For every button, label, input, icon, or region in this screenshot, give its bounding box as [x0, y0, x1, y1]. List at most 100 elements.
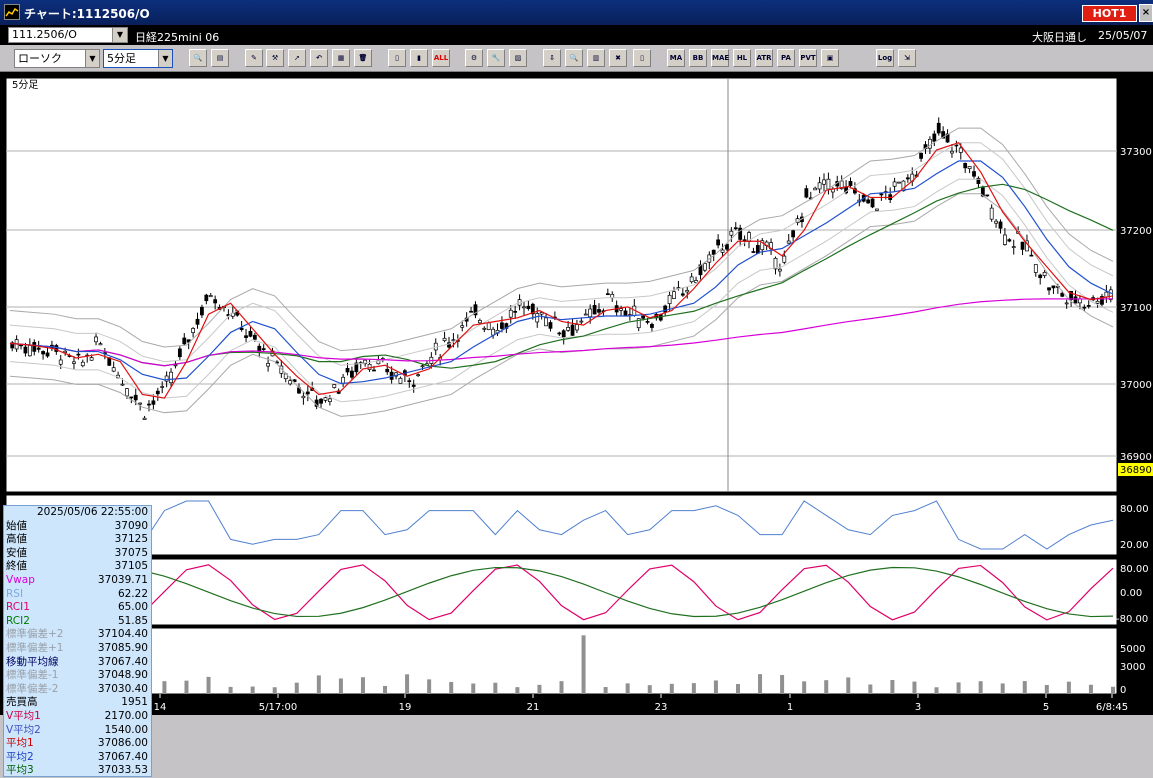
info-row: 平均2 37067.40: [4, 751, 151, 765]
candle-body: [332, 384, 337, 388]
x-tick-label: 3: [915, 702, 921, 713]
candle-body: [535, 313, 540, 323]
pa-button[interactable]: PA: [777, 49, 795, 67]
candle-body: [252, 334, 257, 340]
info-label: V平均1: [6, 709, 41, 722]
volume-bar: [427, 679, 432, 694]
info-value: 1951: [121, 696, 148, 709]
export-icon[interactable]: ⇲: [898, 49, 916, 67]
candle-body: [208, 295, 213, 298]
chart-area[interactable]: 37300 37200 37100 37000 36900 36890 5分足 80.00 20…: [0, 72, 1153, 777]
interval-select[interactable]: 5分足 ▼: [103, 49, 173, 68]
market-label: 大阪日通し: [1032, 31, 1087, 44]
blank-icon[interactable]: ▯: [633, 49, 651, 67]
notes-icon[interactable]: ▦: [332, 49, 350, 67]
x-tick-label: 1: [787, 702, 793, 713]
candle-body: [1029, 254, 1034, 257]
candle-body: [155, 390, 160, 395]
candle-body: [597, 309, 601, 313]
info-row: 高値 37125: [4, 533, 151, 547]
candle-body: [261, 348, 266, 350]
hot-button[interactable]: HOT1: [1082, 5, 1137, 22]
candle-body: [663, 305, 668, 313]
candle-body: [305, 391, 310, 395]
candle2-icon[interactable]: ▮: [410, 49, 428, 67]
volume-bar: [449, 681, 454, 694]
pen-icon[interactable]: ✎: [245, 49, 263, 67]
candle-body: [782, 255, 787, 263]
symbol-dropdown-icon[interactable]: ▼: [112, 28, 127, 42]
candle-body: [94, 336, 98, 343]
palette-icon[interactable]: ▨: [509, 49, 527, 67]
candle-body: [972, 171, 976, 177]
info-row: 標準偏差+1 37085.90: [4, 642, 151, 656]
info-label: RSI: [6, 587, 24, 600]
tools-icon[interactable]: ⚒: [266, 49, 284, 67]
candle-body: [932, 133, 937, 142]
cursor-icon[interactable]: ➚: [288, 49, 306, 67]
candle-body: [200, 306, 204, 316]
info-label: 移動平均線: [6, 655, 59, 668]
candle-body: [257, 345, 262, 352]
undo-icon[interactable]: ↶: [310, 49, 328, 67]
settings-icon[interactable]: ⚙: [465, 49, 483, 67]
candle-body: [1073, 296, 1078, 304]
current-price-label: 36890: [1120, 465, 1152, 476]
window-icon[interactable]: ▤: [211, 49, 229, 67]
candle-body: [680, 293, 685, 296]
all-button[interactable]: ALL: [432, 49, 450, 67]
volume-bar: [537, 684, 542, 694]
atr-button[interactable]: ATR: [755, 49, 773, 67]
candle-body: [58, 359, 63, 365]
bb-button[interactable]: BB: [689, 49, 707, 67]
chart-svg[interactable]: 37300 37200 37100 37000 36900 36890 5分足 80.00 20…: [0, 72, 1153, 715]
info-label: RCI2: [6, 614, 30, 627]
candle-body: [645, 321, 650, 323]
box-icon[interactable]: ▣: [821, 49, 839, 67]
candle-body: [191, 328, 195, 333]
info-value: 62.22: [117, 587, 148, 600]
title-bar: チャート:1112506/O HOT1 ×: [0, 0, 1153, 25]
info-datetime-value: 2025/05/06 22:55:00: [36, 506, 148, 518]
chart-type-select[interactable]: ローソク ▼: [14, 49, 100, 68]
candle-body: [650, 323, 654, 328]
candle-body: [892, 181, 897, 187]
candle-icon[interactable]: ▯: [388, 49, 406, 67]
pvt-button[interactable]: PVT: [799, 49, 817, 67]
volume-bar: [868, 684, 873, 694]
candle-body: [919, 152, 923, 159]
candle-body: [151, 400, 156, 405]
bars-icon[interactable]: ▥: [587, 49, 605, 67]
mode-button[interactable]: MA: [667, 49, 685, 67]
hl-button[interactable]: HL: [733, 49, 751, 67]
mark-icon[interactable]: ✖: [609, 49, 627, 67]
candle-body: [385, 368, 390, 373]
info-value: 51.85: [117, 614, 148, 627]
rci-tick-label: 0.00: [1120, 588, 1142, 599]
log-button[interactable]: Log: [876, 49, 894, 67]
candle-body: [619, 308, 623, 311]
volume-bar: [184, 680, 189, 694]
info-value: 37030.40: [97, 682, 148, 695]
symbol-select[interactable]: 111.2506/O: [8, 27, 128, 43]
candle-body: [636, 318, 641, 329]
search-icon[interactable]: 🔍: [565, 49, 583, 67]
zoom-icon[interactable]: 🔍: [189, 49, 207, 67]
vol-tick-label: 5000: [1120, 644, 1145, 655]
info-label: V平均2: [6, 723, 41, 736]
wrench-icon[interactable]: 🔧: [487, 49, 505, 67]
candle-body: [1033, 264, 1038, 273]
candle-body: [610, 293, 615, 299]
info-value: 37075: [114, 546, 148, 559]
close-button[interactable]: ×: [1139, 4, 1153, 22]
bollinger-band: [9, 127, 1114, 352]
candle-body: [63, 350, 68, 353]
bollinger-band: [9, 193, 1114, 417]
save-icon[interactable]: ⇩: [543, 49, 561, 67]
candle-body: [27, 345, 32, 357]
volume-bar: [515, 687, 520, 694]
mae-button[interactable]: MAE: [711, 49, 729, 67]
trash-icon[interactable]: 🗑: [354, 49, 372, 67]
candle-body: [473, 304, 478, 316]
candle-body: [711, 249, 716, 255]
